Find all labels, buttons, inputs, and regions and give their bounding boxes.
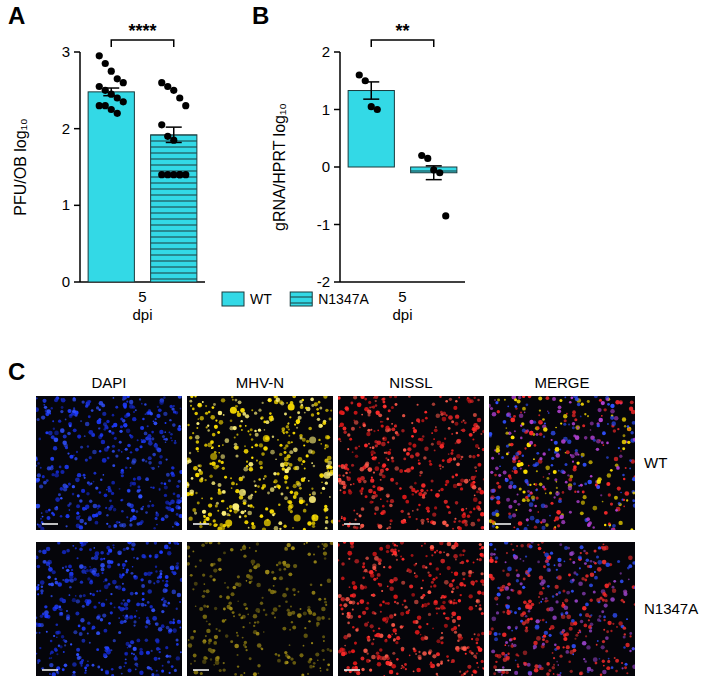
data-point [114, 110, 121, 117]
data-point [374, 106, 381, 113]
y-tick-label: -2 [317, 273, 330, 290]
legend-swatch [222, 292, 244, 306]
y-axis-title: gRNA/HPRT log₁₀ [271, 103, 288, 231]
data-point [170, 137, 177, 144]
data-point [164, 83, 171, 90]
bar [151, 135, 197, 282]
legend-label: N1347A [318, 291, 369, 307]
data-point [96, 52, 103, 59]
data-point [102, 102, 109, 109]
micrograph [187, 542, 333, 676]
y-tick [334, 166, 340, 168]
data-point [176, 171, 183, 178]
x-tick-label: 5 [398, 288, 406, 305]
column-header: MERGE [534, 374, 589, 391]
data-point [114, 75, 121, 82]
y-tick-label: 0 [62, 273, 70, 290]
data-point [170, 87, 177, 94]
micrograph [187, 396, 333, 530]
y-tick-label: 0 [322, 158, 330, 175]
data-point [108, 106, 115, 113]
data-point [176, 94, 183, 101]
legend-label: WT [250, 291, 272, 307]
data-point [182, 102, 189, 109]
x-axis-title: dpi [392, 306, 412, 323]
error-bar [363, 82, 379, 99]
data-point [114, 94, 121, 101]
data-point [102, 60, 109, 67]
data-point [96, 83, 103, 90]
data-point [176, 171, 183, 178]
data-point [442, 212, 449, 219]
legend-swatch [290, 292, 312, 306]
legend: WT N1347A [222, 291, 369, 307]
y-tick [74, 281, 80, 283]
significance-label: **** [128, 21, 156, 41]
y-tick [334, 281, 340, 283]
y-tick [334, 109, 340, 111]
row-label: N1347A [644, 600, 698, 617]
micrograph-panel: C DAPI MHV-N NISSL MERGE WT N1347A [8, 358, 698, 678]
micrograph [489, 396, 635, 530]
marks [348, 71, 457, 219]
panel-letter: B [252, 2, 269, 29]
data-point [356, 71, 363, 78]
y-tick [74, 51, 80, 53]
significance-bracket [371, 40, 434, 47]
figure: A0123PFU/OB log₁₀5dpi****B-2-1012gRNA/HP… [0, 0, 720, 694]
y-axis [79, 52, 81, 282]
y-axis-title: PFU/OB log₁₀ [12, 118, 29, 215]
data-point [424, 155, 431, 162]
y-tick-label: -1 [317, 216, 330, 233]
data-point [362, 77, 369, 84]
y-tick-label: 1 [62, 196, 70, 213]
micrograph [338, 396, 484, 530]
data-point [108, 91, 115, 98]
column-header: MHV-N [236, 374, 284, 391]
data-point [158, 79, 165, 86]
panel-letter: C [8, 358, 25, 385]
significance-label: ** [395, 21, 409, 41]
y-tick-label: 3 [62, 43, 70, 60]
data-point [120, 79, 127, 86]
data-point [108, 68, 115, 75]
x-axis-title: dpi [132, 306, 152, 323]
data-point [164, 133, 171, 140]
y-tick [74, 128, 80, 130]
data-point [436, 169, 443, 176]
data-point [158, 121, 165, 128]
chart-panel: A 0 1 2 3 PFU/OB log₁₀ 5dpi **** [8, 2, 205, 323]
significance-bracket [111, 40, 174, 47]
data-point [120, 98, 127, 105]
y-tick [74, 205, 80, 207]
micrograph [338, 542, 484, 676]
x-axis [340, 281, 465, 283]
micrograph [489, 542, 635, 676]
bar [411, 167, 457, 173]
x-tick-label: 5 [138, 288, 146, 305]
row-label: WT [644, 454, 667, 471]
y-tick-label: 2 [322, 43, 330, 60]
panel-letter: A [8, 2, 25, 29]
y-tick [334, 224, 340, 226]
bar [88, 92, 134, 282]
y-tick [334, 51, 340, 53]
column-header: NISSL [389, 374, 432, 391]
bar [348, 91, 394, 167]
y-tick-label: 1 [322, 101, 330, 118]
marks [88, 52, 197, 282]
data-point [102, 87, 109, 94]
y-tick-label: 2 [62, 120, 70, 137]
chart-panel: B -2 -1 0 1 2 gRNA/HPRT log₁₀ 5dpi ** [252, 2, 465, 323]
column-header: DAPI [91, 374, 126, 391]
micrograph [36, 542, 182, 676]
micrograph [36, 396, 182, 530]
